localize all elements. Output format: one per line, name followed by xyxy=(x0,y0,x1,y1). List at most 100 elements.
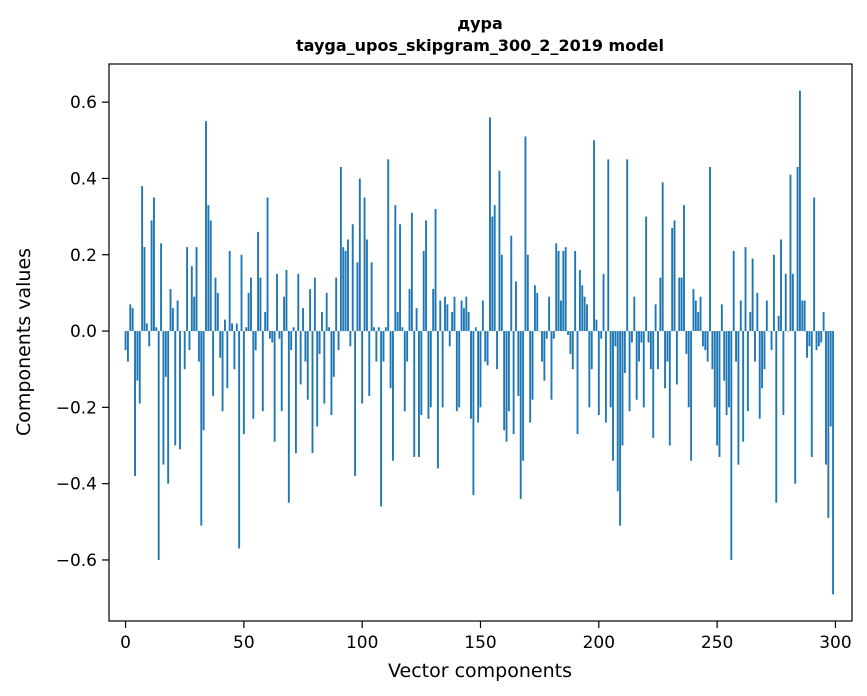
bar-253 xyxy=(723,331,726,381)
bars-group xyxy=(124,90,835,595)
bar-218 xyxy=(640,331,643,343)
bar-117 xyxy=(401,327,404,332)
bar-199 xyxy=(595,319,598,332)
bar-214 xyxy=(630,331,633,343)
bar-235 xyxy=(680,277,683,332)
bar-47 xyxy=(235,323,238,332)
bar-31 xyxy=(197,331,200,362)
bar-41 xyxy=(221,331,224,412)
bar-251 xyxy=(718,331,721,457)
bar-241 xyxy=(694,300,697,332)
bar-246 xyxy=(706,331,709,362)
bar-271 xyxy=(765,300,768,332)
bar-274 xyxy=(772,254,775,332)
bar-83 xyxy=(321,311,323,332)
bar-197 xyxy=(590,331,593,370)
bar-85 xyxy=(325,292,328,332)
bar-56 xyxy=(257,231,260,332)
bar-239 xyxy=(690,331,693,461)
bar-112 xyxy=(389,331,392,389)
bar-111 xyxy=(387,159,390,332)
bar-73 xyxy=(297,273,300,332)
bar-225 xyxy=(657,331,659,370)
bar-109 xyxy=(382,331,385,362)
bar-155 xyxy=(491,216,494,332)
bar-140 xyxy=(455,331,458,412)
bar-188 xyxy=(569,331,572,354)
bar-114 xyxy=(394,205,397,332)
bar-216 xyxy=(635,331,638,400)
bar-33 xyxy=(202,331,205,431)
bar-67 xyxy=(283,296,286,332)
bar-65 xyxy=(278,331,281,339)
x-tick-label: 100 xyxy=(346,633,378,653)
bar-226 xyxy=(659,277,662,332)
y-tick-label: 0.4 xyxy=(70,169,97,189)
bar-157 xyxy=(496,331,499,370)
bar-249 xyxy=(713,331,716,408)
bar-44 xyxy=(228,250,231,332)
bar-59 xyxy=(264,311,267,332)
bar-32 xyxy=(200,331,203,526)
bar-153 xyxy=(486,331,489,366)
bar-293 xyxy=(817,331,820,347)
bar-172 xyxy=(531,331,534,400)
bar-16 xyxy=(162,331,165,465)
bar-296 xyxy=(825,331,827,465)
bar-135 xyxy=(444,296,446,332)
bar-151 xyxy=(481,300,484,332)
bar-26 xyxy=(186,247,189,332)
bar-1 xyxy=(126,331,129,362)
bar-297 xyxy=(827,331,830,518)
y-axis-ticks: −0.6 −0.4 −0.2 0.0 0.2 0.4 0.6 xyxy=(56,93,109,571)
bar-281 xyxy=(789,174,792,332)
bar-163 xyxy=(510,235,513,332)
bar-232 xyxy=(673,220,676,332)
bar-57 xyxy=(259,277,262,332)
bar-275 xyxy=(775,331,778,503)
bar-277 xyxy=(780,239,782,332)
bar-169 xyxy=(524,136,527,332)
bar-219 xyxy=(642,331,645,408)
bar-176 xyxy=(541,331,543,362)
bar-123 xyxy=(415,308,418,332)
bar-224 xyxy=(654,304,657,332)
bar-48 xyxy=(238,331,241,549)
bar-93 xyxy=(344,250,347,332)
bar-96 xyxy=(351,224,354,332)
bar-23 xyxy=(179,331,181,450)
bar-5 xyxy=(136,331,139,381)
bar-204 xyxy=(607,159,610,332)
bar-262 xyxy=(744,247,747,332)
bar-250 xyxy=(716,331,719,446)
bar-61 xyxy=(268,331,271,339)
bar-138 xyxy=(451,311,454,332)
bar-63 xyxy=(273,331,276,442)
bar-72 xyxy=(294,331,297,454)
bar-228 xyxy=(664,331,667,389)
bar-66 xyxy=(280,331,283,412)
bar-233 xyxy=(675,331,678,385)
bar-257 xyxy=(732,250,735,332)
x-axis-ticks: 0 50 100 150 200 250 300 xyxy=(120,621,852,653)
x-tick-label: 300 xyxy=(819,633,851,653)
bar-195 xyxy=(586,304,588,332)
bar-128 xyxy=(427,331,430,419)
bar-203 xyxy=(604,331,607,423)
bar-187 xyxy=(567,331,569,335)
bar-6 xyxy=(138,331,141,404)
bar-132 xyxy=(436,331,439,469)
bar-181 xyxy=(552,331,555,339)
bar-146 xyxy=(470,331,472,419)
bar-102 xyxy=(365,239,368,332)
bar-36 xyxy=(209,220,212,332)
bar-0 xyxy=(124,331,127,351)
bar-17 xyxy=(164,331,167,377)
bar-37 xyxy=(212,331,215,396)
bar-171 xyxy=(529,331,532,423)
bar-104 xyxy=(370,262,373,332)
bar-137 xyxy=(448,331,451,347)
bar-22 xyxy=(176,300,179,332)
bar-179 xyxy=(548,296,551,332)
